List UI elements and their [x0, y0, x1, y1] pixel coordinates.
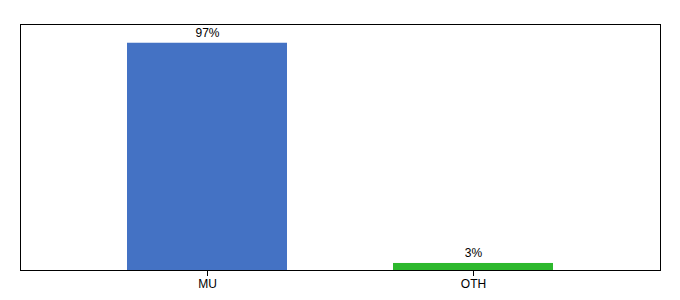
svg-text:MU: MU: [198, 277, 217, 291]
svg-text:3%: 3%: [465, 246, 483, 260]
svg-text:97%: 97%: [195, 26, 219, 40]
svg-text:OTH: OTH: [461, 277, 486, 291]
